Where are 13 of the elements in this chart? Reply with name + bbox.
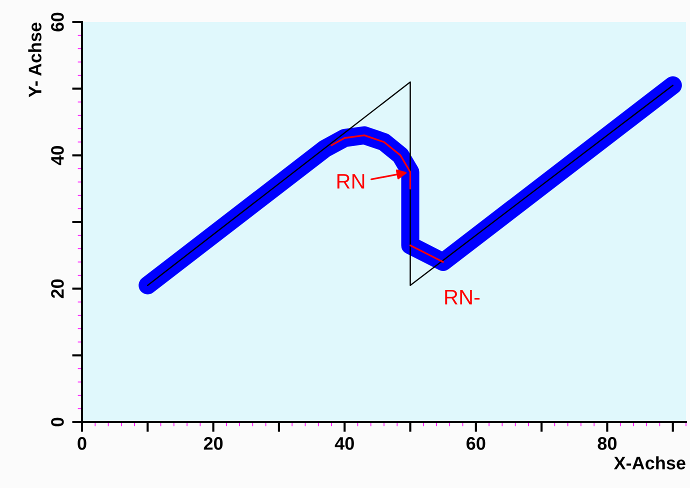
x-tick-label: 0	[78, 437, 86, 450]
x-tick-label: 20	[204, 437, 223, 450]
x-tick-label: 40	[334, 437, 354, 450]
annotation: RN	[337, 174, 364, 189]
x-axis-title: X-Achse	[614, 456, 686, 470]
y-tick-label: 0	[51, 418, 64, 426]
x-tick-label: 60	[466, 437, 486, 450]
y-tick-label: 60	[51, 12, 64, 32]
y-tick-label: 40	[51, 146, 64, 166]
y-axis-title: Y- Achse	[28, 22, 42, 98]
annotation: RN-	[445, 290, 480, 304]
y-tick-label: 20	[51, 279, 64, 298]
x-tick-label: 80	[598, 437, 617, 450]
